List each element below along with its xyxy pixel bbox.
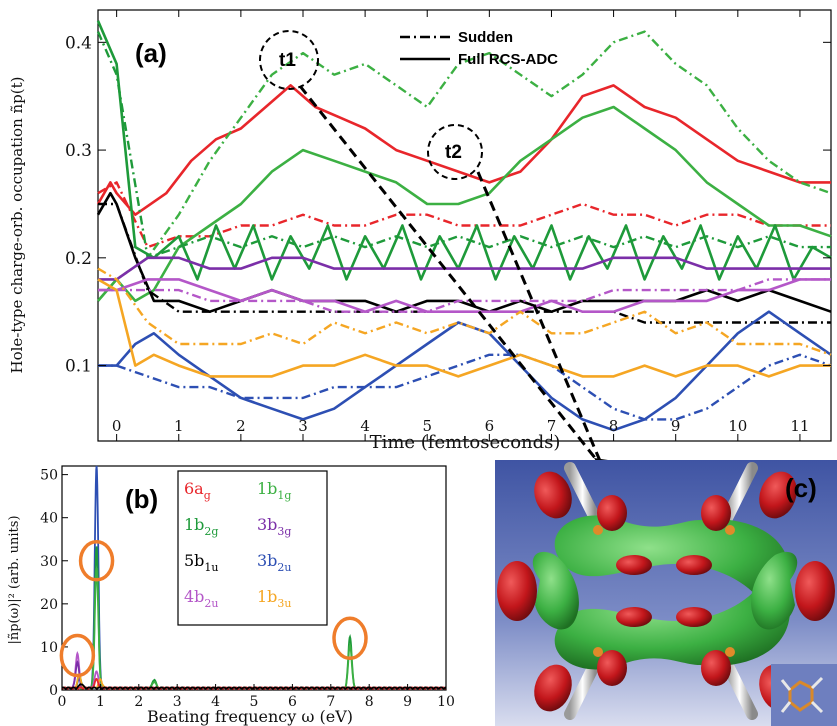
legend-entry-subscript: 2u (277, 561, 291, 574)
series-line-3b2u-sudden (98, 353, 832, 421)
t1-label: t1 (279, 50, 296, 71)
x-tick-label: 2 (236, 417, 246, 435)
y-tick-label: 40 (40, 511, 58, 527)
series-line-4b2u-full (98, 278, 831, 314)
green-orbital-lobes (532, 515, 798, 670)
x-tick-label: 2 (134, 694, 143, 710)
series-line-1b2g-full (96, 20, 832, 281)
legend-entry-subscript: 2g (204, 525, 218, 538)
series-line-1b2g-sudden (96, 31, 831, 259)
y-tick-label: 0.4 (65, 33, 92, 53)
x-tick-label: 4 (360, 417, 370, 435)
panel-a-label: (a) (135, 38, 167, 68)
x-tick-label: 10 (728, 417, 747, 435)
panel-b-label: (b) (125, 484, 158, 514)
panel-a-ylabel: Hole-type charge-orb. occupation ñp(t) (8, 77, 26, 374)
panel-a-lines (96, 20, 832, 432)
peak-circle (332, 616, 368, 661)
series-line-4b2u-sudden (98, 278, 831, 313)
y-tick-label: 0.3 (65, 141, 92, 161)
x-tick-label: 3 (173, 694, 182, 710)
x-tick-label: 0 (112, 417, 122, 435)
x-tick-label: 6 (485, 417, 495, 435)
peak-circle (59, 633, 96, 678)
y-tick-label: 20 (40, 597, 58, 613)
t1-arrow (298, 85, 605, 469)
x-tick-label: 5 (250, 694, 259, 710)
legend-entry-subscript: 1g (277, 489, 291, 502)
x-tick-label: 8 (609, 417, 619, 435)
molecule-inset (771, 664, 837, 726)
panel-a: 0 1 2 3 4 5 6 7 8 9 10 11 0.1 0.2 0.3 0.4 (a) Sudden Fu… (8, 9, 832, 472)
panel-a-xlabel: Time (femtoseconds) (370, 432, 561, 453)
t1-marker: t1 (259, 30, 319, 90)
y-tick-label: 0.2 (65, 249, 92, 269)
y-tick-label: 10 (40, 640, 58, 656)
panel-b-peak-circles (59, 540, 368, 678)
peak-circle (78, 540, 115, 582)
series-line-5b1u-sudden (98, 202, 831, 324)
panel-b-ticks: 0 1 2 3 4 5 6 7 8 9 10 0 10 20 30 40 50 (40, 468, 455, 710)
panel-a-ticks: 0 1 2 3 4 5 6 7 8 9 10 11 0.1 0.2 0.3 0.4 (65, 10, 831, 441)
hydrogen-bonds (564, 462, 758, 720)
x-tick-label: 7 (326, 694, 335, 710)
y-tick-label: 0.1 (65, 357, 92, 377)
legend-entry-subscript: g (204, 489, 211, 502)
series-line-1b3u-full (97, 278, 831, 378)
panel-b-ylabel: |ñp(ω)|² (arb. units) (7, 515, 22, 644)
legend-entry-subscript: 1u (204, 561, 218, 574)
t2-label: t2 (445, 142, 462, 163)
x-tick-label: 7 (547, 417, 557, 435)
panel-b-xlabel: Beating frequency ω (eV) (147, 707, 353, 726)
legend-entry-subscript: 3u (277, 597, 291, 610)
t2-marker: t2 (427, 124, 483, 180)
x-tick-label: 9 (403, 694, 412, 710)
series-line-1b1g-sudden (97, 30, 832, 302)
legend-entry-subscript: 2u (204, 597, 218, 610)
x-tick-label: 1 (174, 417, 184, 435)
panel-a-legend: Sudden Full RCS-ADC (400, 29, 558, 68)
legend-sudden-label: Sudden (458, 29, 513, 46)
series-line-6ag-full (96, 84, 831, 216)
x-tick-label: 9 (671, 417, 681, 435)
red-orbital-lobes (497, 471, 835, 712)
y-tick-label: 30 (40, 554, 58, 570)
x-tick-label: 11 (790, 417, 809, 435)
y-tick-label: 0 (49, 683, 58, 699)
panel-c-label: (c) (785, 473, 817, 503)
series-line-3b3g-full (98, 256, 831, 281)
x-tick-label: 1 (96, 694, 105, 710)
carbon-atoms (593, 525, 735, 657)
legend-full-label: Full RCS-ADC (458, 51, 558, 68)
x-tick-label: 4 (211, 694, 220, 710)
panel-c-orbital-render: (c) (495, 460, 837, 726)
x-tick-label: 3 (298, 417, 308, 435)
x-tick-label: 5 (422, 417, 432, 435)
t2-arrow (476, 171, 605, 469)
legend-entry-subscript: 3g (277, 525, 291, 538)
x-tick-label: 8 (365, 694, 374, 710)
x-tick-label: 10 (437, 694, 455, 710)
y-tick-label: 50 (40, 468, 58, 484)
x-tick-label: 6 (288, 694, 297, 710)
x-tick-label: 0 (58, 694, 67, 710)
series-line-1b3u-sudden (97, 267, 832, 356)
series-line-3b2u-full (98, 310, 832, 432)
series-line-1b1g-full (97, 105, 832, 303)
